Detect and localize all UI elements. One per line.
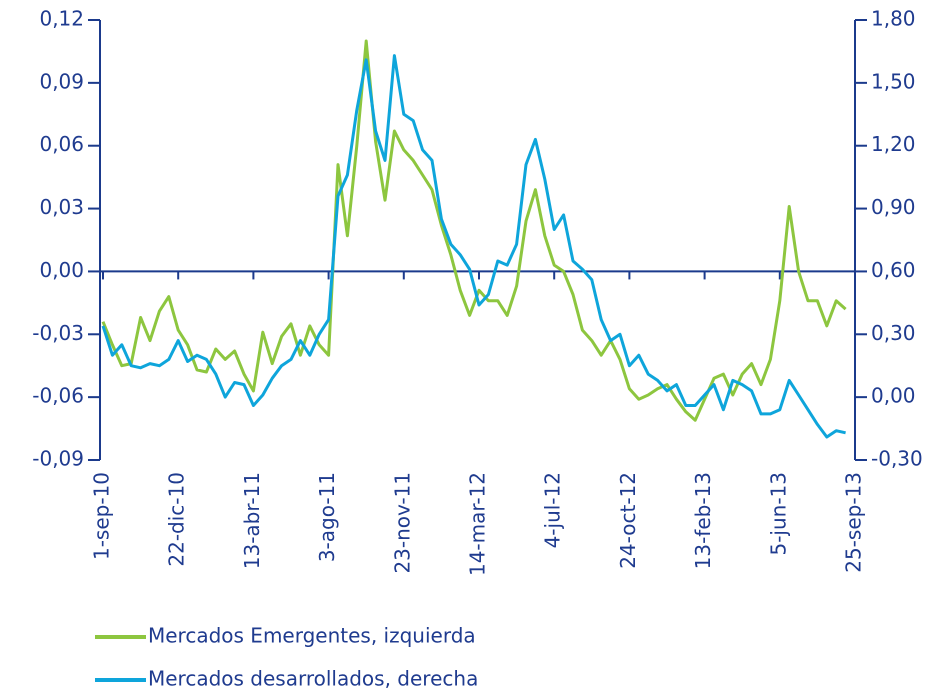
series-line	[101, 54, 846, 439]
legend-label: Mercados desarrollados, derecha	[148, 667, 478, 690]
y2-tick-label: 0,90	[871, 195, 916, 219]
x-tick-label: 23-nov-11	[390, 472, 414, 574]
y2-tick-label: 1,80	[871, 7, 916, 31]
y-tick-label: -0,03	[32, 321, 84, 345]
x-tick-label: 5-jun-13	[766, 472, 790, 556]
y2-tick-label: 0,60	[871, 258, 916, 282]
y2-tick-label: 1,20	[871, 132, 916, 156]
y-tick-label: -0,06	[32, 384, 84, 408]
y2-tick-label: 0,30	[871, 321, 916, 345]
x-tick-label: 1-sep-10	[90, 472, 114, 560]
x-tick-label: 22-dic-10	[165, 472, 189, 567]
y2-tick-label: -0,30	[871, 447, 923, 471]
x-tick-label: 25-sep-13	[842, 472, 866, 573]
y-tick-label: 0,12	[39, 7, 84, 31]
y-tick-label: 0,09	[39, 69, 84, 93]
x-tick-label: 3-ago-11	[315, 472, 339, 562]
x-tick-label: 14-mar-12	[466, 472, 490, 576]
y-tick-label: 0,00	[39, 258, 84, 282]
series-line	[101, 39, 847, 422]
x-tick-label: 13-abr-11	[240, 472, 264, 569]
y-tick-label: 0,03	[39, 195, 84, 219]
legend-label: Mercados Emergentes, izquierda	[148, 624, 476, 648]
y2-tick-label: 1,50	[871, 69, 916, 93]
y-tick-label: -0,09	[32, 447, 84, 471]
x-tick-label: 4-jul-12	[541, 472, 565, 548]
y-tick-label: 0,06	[39, 132, 84, 156]
y2-tick-label: 0,00	[871, 384, 916, 408]
x-tick-label: 13-feb-13	[691, 472, 715, 569]
x-tick-label: 24-oct-12	[616, 472, 640, 569]
